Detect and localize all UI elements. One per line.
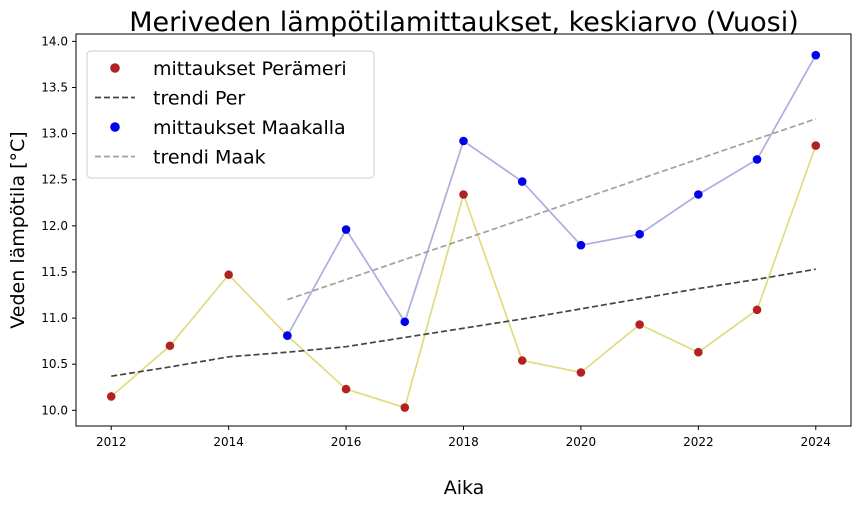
data-point-s0-7 [517, 356, 527, 365]
legend-label-3: trendi Maak [153, 147, 266, 169]
x-tick-label-4: 2020 [566, 435, 597, 449]
data-point-s0-2 [224, 270, 233, 280]
data-point-s0-1 [165, 341, 175, 351]
y-tick-label-8: 14.0 [41, 34, 68, 48]
data-point-s0-6 [459, 190, 468, 199]
data-point-s2-5 [576, 240, 586, 250]
data-point-s2-0 [283, 331, 292, 340]
trend-line-1 [111, 268, 816, 378]
chart-title: Meriveden lämpötilamittaukset, keskiarvo… [129, 7, 799, 38]
data-point-s0-5 [400, 403, 410, 412]
legend-marker-2 [110, 122, 120, 132]
y-tick-label-5: 12.5 [41, 173, 68, 187]
data-point-s0-11 [752, 305, 762, 315]
y-tick-label-0: 10.0 [41, 403, 68, 417]
y-axis-label: Veden lämpötila [°C] [7, 131, 29, 328]
y-tick-label-3: 11.5 [41, 265, 68, 279]
x-tick-label-1: 2014 [213, 435, 244, 449]
data-point-s0-12 [811, 141, 821, 150]
plot-area [106, 50, 821, 412]
data-point-s0-8 [576, 368, 586, 377]
y-tick-label-6: 13.0 [41, 127, 68, 141]
legend: mittaukset Perämeri trendi Per mittaukset … [86, 50, 375, 179]
x-tick-label-0: 2012 [96, 435, 127, 449]
series-line-0 [110, 145, 817, 409]
x-tick-label-5: 2022 [683, 435, 714, 449]
data-point-s2-7 [694, 190, 703, 199]
x-tick-label-6: 2024 [800, 435, 831, 449]
data-point-s2-8 [752, 155, 762, 164]
legend-label-0: mittaukset Perämeri [153, 58, 347, 80]
data-point-s0-0 [106, 392, 116, 401]
trend-line-3 [287, 118, 817, 301]
data-point-s2-4 [517, 177, 527, 186]
legend-marker-0 [110, 63, 120, 73]
data-point-s2-9 [811, 50, 821, 60]
y-tick-label-2: 11.0 [41, 311, 68, 325]
x-axis-label: Aika [444, 477, 485, 499]
x-tick-label-3: 2018 [448, 435, 479, 449]
data-point-s0-9 [635, 320, 644, 329]
legend-label-2: mittaukset Maakalla [153, 117, 346, 139]
data-point-s0-4 [341, 384, 351, 394]
data-point-s2-2 [400, 317, 410, 327]
data-point-s2-1 [341, 225, 351, 234]
legend-box [86, 50, 375, 179]
data-point-s2-3 [459, 136, 468, 146]
x-tick-label-2: 2016 [331, 435, 362, 449]
y-tick-label-4: 12.0 [41, 219, 68, 233]
series-line-2 [286, 54, 817, 337]
data-point-s2-6 [635, 229, 644, 239]
y-tick-label-7: 13.5 [41, 80, 68, 94]
axes: 2012 2014 2016 2018 2020 2022 2024 10.0 10.5 11.0… [41, 34, 831, 449]
legend-label-1: trendi Per [153, 88, 245, 110]
data-point-s0-10 [694, 347, 703, 357]
y-tick-label-1: 10.5 [41, 357, 68, 371]
